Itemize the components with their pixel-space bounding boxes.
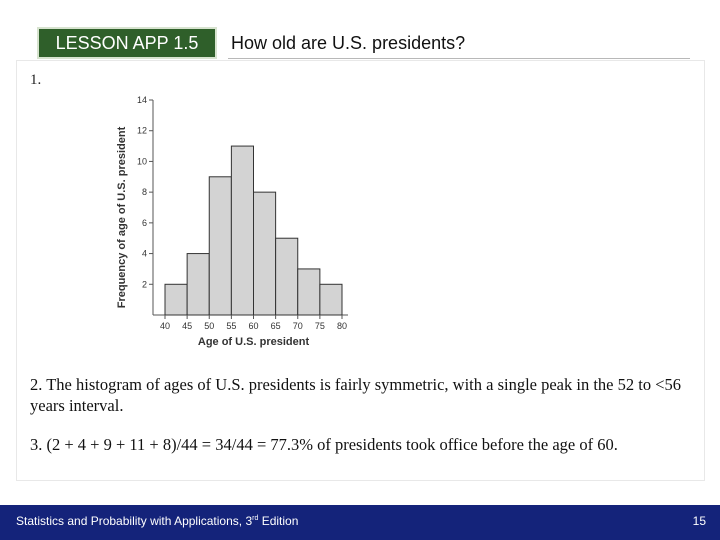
- x-tick-label: 65: [271, 321, 281, 331]
- histogram-bar: [297, 268, 321, 316]
- histogram-bar: [275, 237, 299, 316]
- y-tick-label: 10: [137, 156, 147, 166]
- x-tick-label: 75: [315, 321, 325, 331]
- x-tick-label: 40: [160, 321, 170, 331]
- content-panel: [16, 60, 705, 481]
- page-number: 15: [692, 514, 706, 528]
- x-tick-label: 45: [182, 321, 192, 331]
- lesson-tag: LESSON APP 1.5: [37, 27, 217, 59]
- y-tick-label: 12: [137, 126, 147, 136]
- histogram-bar: [208, 176, 232, 316]
- footer-book-title-end: Edition: [258, 514, 299, 528]
- y-tick-label: 8: [142, 187, 147, 197]
- footer-book-title: Statistics and Probability with Applicat…: [16, 514, 298, 528]
- item-number-1: 1.: [30, 72, 42, 88]
- answer-2: 2. The histogram of ages of U.S. preside…: [30, 375, 682, 415]
- footer-bar: [0, 505, 720, 540]
- x-tick-label: 50: [204, 321, 214, 331]
- y-tick-label: 2: [142, 279, 147, 289]
- y-tick-label: 14: [137, 95, 147, 105]
- x-tick-label: 70: [293, 321, 303, 331]
- age-histogram: 2 4 6 8 10 12 14 40 45 50 55 60 65 70 75 80 Age of U.S. …: [116, 95, 348, 348]
- histogram-bar: [253, 191, 277, 316]
- y-tick-label: 4: [142, 249, 147, 259]
- answer-3: 3. (2 + 4 + 9 + 11 + 8)/44 = 34/44 = 77.…: [30, 435, 618, 454]
- y-tick-label: 6: [142, 218, 147, 228]
- footer-book-title-main: Statistics and Probability with Applicat…: [16, 514, 253, 528]
- title-divider: [228, 58, 690, 59]
- histogram-bar: [186, 253, 210, 316]
- x-tick-label: 60: [248, 321, 258, 331]
- footer-book-title-sup: rd: [252, 515, 259, 522]
- histogram-bar: [230, 145, 254, 316]
- x-tick-label: 80: [337, 321, 347, 331]
- x-axis-title: Age of U.S. president: [198, 336, 310, 348]
- y-axis-title: Frequency of age of U.S. president: [116, 126, 128, 308]
- slide-title: How old are U.S. presidents?: [231, 33, 466, 53]
- histogram-bar: [164, 283, 188, 316]
- x-tick-label: 55: [226, 321, 236, 331]
- histogram-bar: [319, 283, 343, 316]
